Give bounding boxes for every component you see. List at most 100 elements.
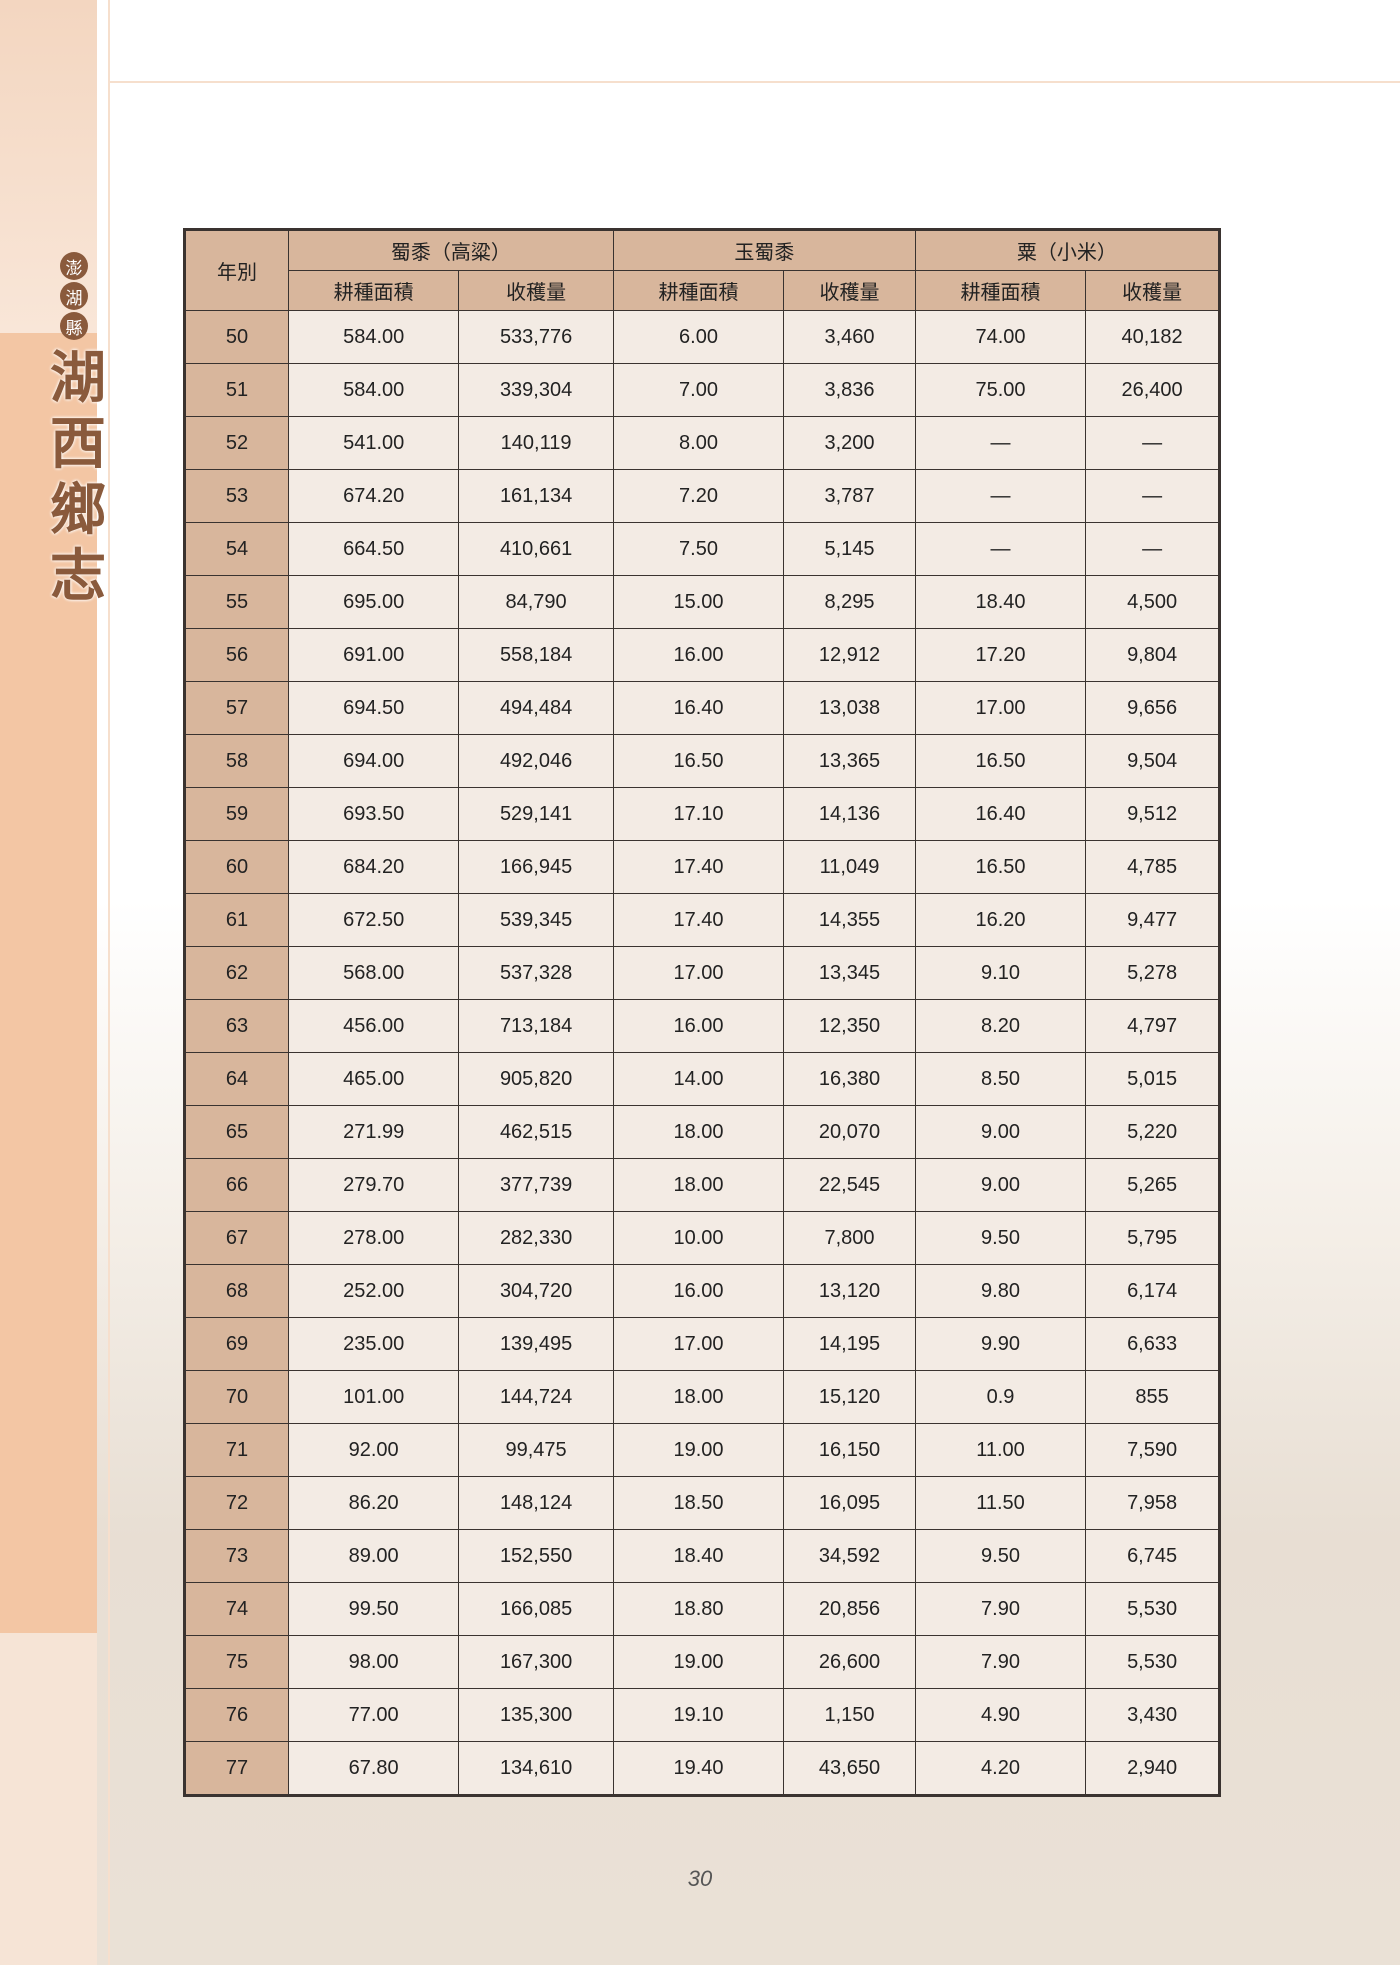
table-cell: 16.50 — [914, 840, 1087, 894]
table-cell: 377,739 — [458, 1158, 614, 1212]
table-cell: 3,787 — [783, 469, 916, 523]
sidebar-bottom — [0, 1633, 97, 1965]
year-cell: 54 — [184, 522, 289, 576]
table-cell: 16,380 — [783, 1052, 916, 1106]
table-cell: 7.00 — [612, 363, 785, 417]
table-cell: 99.50 — [287, 1582, 460, 1636]
year-cell: 64 — [184, 1052, 289, 1106]
table-row: 62 568.00 537,328 17.00 13,345 9.10 5,278 — [184, 946, 1220, 1000]
table-cell: 140,119 — [458, 416, 614, 470]
table-row: 71 92.00 99,475 19.00 16,150 11.00 7,590 — [184, 1423, 1220, 1477]
table-row: 50 584.00 533,776 6.00 3,460 74.00 40,182 — [184, 310, 1220, 364]
table-cell: 13,365 — [783, 734, 916, 788]
table-cell: 5,265 — [1085, 1158, 1220, 1212]
year-cell: 58 — [184, 734, 289, 788]
table-cell: 533,776 — [458, 310, 614, 364]
table-cell: 8,295 — [783, 575, 916, 629]
table-cell: 713,184 — [458, 999, 614, 1053]
table-row: 51 584.00 339,304 7.00 3,836 75.00 26,400 — [184, 363, 1220, 417]
table-cell: 26,600 — [783, 1635, 916, 1689]
subheader-area: 耕種面積 — [287, 270, 460, 311]
table-cell: 5,015 — [1085, 1052, 1220, 1106]
table-cell: 13,120 — [783, 1264, 916, 1318]
table-cell: 271.99 — [287, 1105, 460, 1159]
table-cell: 161,134 — [458, 469, 614, 523]
table-cell: 40,182 — [1085, 310, 1220, 364]
table-cell: 19.00 — [612, 1423, 785, 1477]
table-cell: — — [914, 469, 1087, 523]
table-cell: 18.50 — [612, 1476, 785, 1530]
table-row: 60 684.20 166,945 17.40 11,049 16.50 4,785 — [184, 840, 1220, 894]
table-cell: 89.00 — [287, 1529, 460, 1583]
table-cell: 10.00 — [612, 1211, 785, 1265]
table-cell: 18.40 — [914, 575, 1087, 629]
table-row: 77 67.80 134,610 19.40 43,650 4.20 2,940 — [184, 1741, 1220, 1796]
table-cell: 4,785 — [1085, 840, 1220, 894]
table-cell: 8.50 — [914, 1052, 1087, 1106]
table-row: 72 86.20 148,124 18.50 16,095 11.50 7,958 — [184, 1476, 1220, 1530]
year-cell: 75 — [184, 1635, 289, 1689]
table-cell: 167,300 — [458, 1635, 614, 1689]
table-cell: 537,328 — [458, 946, 614, 1000]
table-cell: 8.00 — [612, 416, 785, 470]
subheader-yield: 收穫量 — [1085, 270, 1220, 311]
year-cell: 71 — [184, 1423, 289, 1477]
table-cell: 5,530 — [1085, 1635, 1220, 1689]
table-cell: 252.00 — [287, 1264, 460, 1318]
year-cell: 61 — [184, 893, 289, 947]
table-cell: 684.20 — [287, 840, 460, 894]
year-cell: 69 — [184, 1317, 289, 1371]
table-cell: 0.9 — [914, 1370, 1087, 1424]
table-cell: 5,220 — [1085, 1105, 1220, 1159]
table-cell: 279.70 — [287, 1158, 460, 1212]
table-row: 64 465.00 905,820 14.00 16,380 8.50 5,015 — [184, 1052, 1220, 1106]
year-cell: 53 — [184, 469, 289, 523]
year-cell: 56 — [184, 628, 289, 682]
table-cell: 15,120 — [783, 1370, 916, 1424]
table-cell: — — [914, 416, 1087, 470]
table-row: 58 694.00 492,046 16.50 13,365 16.50 9,504 — [184, 734, 1220, 788]
subheader-yield: 收穫量 — [458, 270, 614, 311]
table-cell: 166,945 — [458, 840, 614, 894]
table-cell: 16.00 — [612, 999, 785, 1053]
table-cell: 4,500 — [1085, 575, 1220, 629]
table-row: 75 98.00 167,300 19.00 26,600 7.90 5,530 — [184, 1635, 1220, 1689]
table-cell: 17.40 — [612, 840, 785, 894]
year-cell: 66 — [184, 1158, 289, 1212]
table-cell: 15.00 — [612, 575, 785, 629]
table-cell: 86.20 — [287, 1476, 460, 1530]
table-cell: 14,195 — [783, 1317, 916, 1371]
table-cell: 17.00 — [612, 1317, 785, 1371]
table-cell: 14,136 — [783, 787, 916, 841]
table-cell: 558,184 — [458, 628, 614, 682]
table-cell: 339,304 — [458, 363, 614, 417]
county-seal: 澎 湖 縣 — [60, 252, 90, 340]
table-cell: 6,633 — [1085, 1317, 1220, 1371]
table-cell: 568.00 — [287, 946, 460, 1000]
margin-line-vertical — [108, 0, 110, 1965]
table-cell: 9,477 — [1085, 893, 1220, 947]
crop-statistics-table: 年別 蜀黍（高粱） 玉蜀黍 粟（小米） 耕種面積 收穫量 耕種面積 收穫量 耕種… — [183, 228, 1221, 1797]
table-row: 65 271.99 462,515 18.00 20,070 9.00 5,220 — [184, 1105, 1220, 1159]
table-row: 56 691.00 558,184 16.00 12,912 17.20 9,804 — [184, 628, 1220, 682]
table-cell: 144,724 — [458, 1370, 614, 1424]
table-cell: 664.50 — [287, 522, 460, 576]
year-cell: 67 — [184, 1211, 289, 1265]
table-cell: 12,350 — [783, 999, 916, 1053]
table-cell: 14,355 — [783, 893, 916, 947]
table-cell: 16.20 — [914, 893, 1087, 947]
table-cell: 465.00 — [287, 1052, 460, 1106]
subheader-yield: 收穫量 — [783, 270, 916, 311]
county-char: 澎 — [60, 252, 88, 280]
table-cell: 18.40 — [612, 1529, 785, 1583]
table-cell: 7,800 — [783, 1211, 916, 1265]
year-cell: 68 — [184, 1264, 289, 1318]
table-cell: 9,804 — [1085, 628, 1220, 682]
table-cell: 3,836 — [783, 363, 916, 417]
table-cell: 695.00 — [287, 575, 460, 629]
table-cell: 16.40 — [914, 787, 1087, 841]
group-header-millet: 粟（小米） — [914, 229, 1221, 271]
year-cell: 70 — [184, 1370, 289, 1424]
table-row: 76 77.00 135,300 19.10 1,150 4.90 3,430 — [184, 1688, 1220, 1742]
table-cell: 18.00 — [612, 1370, 785, 1424]
